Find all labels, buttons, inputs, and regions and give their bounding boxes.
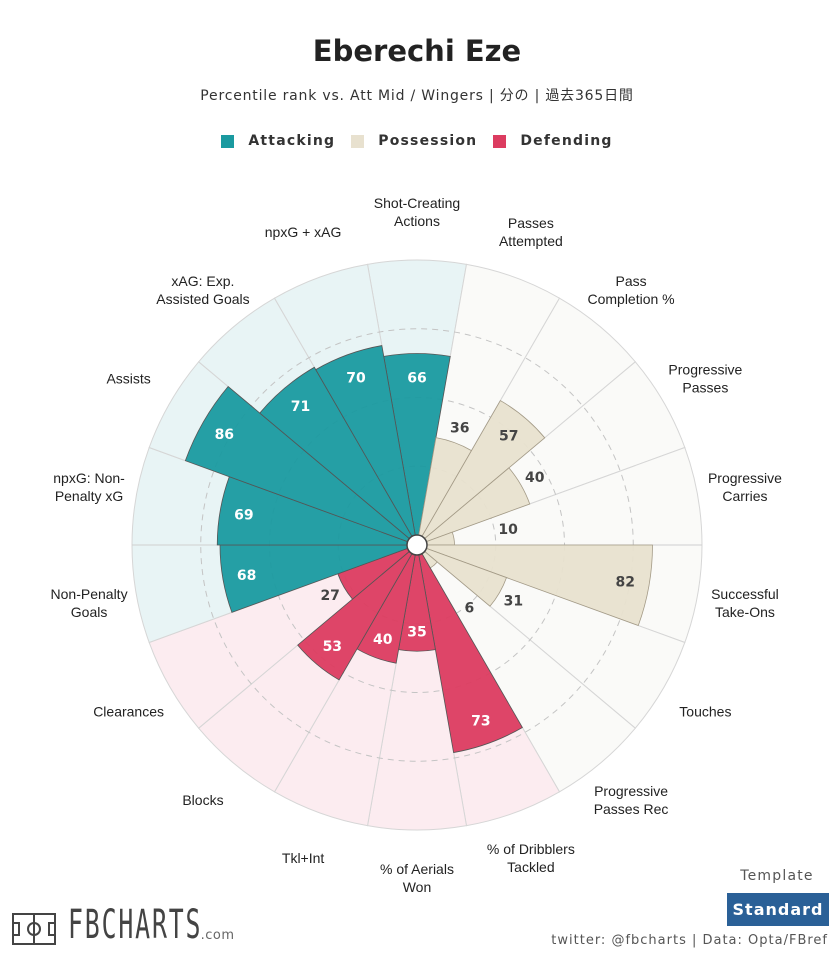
center-hub <box>406 534 428 556</box>
legend-item-defending: Defending <box>493 133 612 149</box>
category-label-line: Carries <box>722 488 767 504</box>
chart-title: Eberechi Eze <box>312 34 522 68</box>
value-label-2: 57 <box>499 429 518 445</box>
value-label-3: 40 <box>525 470 545 486</box>
category-label-line: Actions <box>394 213 440 229</box>
legend-swatch-attacking <box>221 134 235 148</box>
category-label-line: Clearances <box>93 704 164 720</box>
category-label-0: Shot-Creating Actions <box>374 195 460 229</box>
category-label-line: % of Aerials <box>380 861 454 877</box>
category-label-6: Touches <box>679 704 731 720</box>
category-label-8: % of Dribblers Tackled <box>487 841 575 875</box>
category-label-4: Progressive Carries <box>708 470 782 504</box>
category-label-line: Attempted <box>499 233 563 249</box>
chart-subtitle: Percentile rank vs. Att Mid / Wingers | … <box>200 88 634 104</box>
category-label-7: Progressive Passes Rec <box>594 783 669 817</box>
category-label-line: Progressive <box>594 783 668 799</box>
value-label-12: 27 <box>320 588 339 604</box>
pitch-icon <box>12 913 56 945</box>
category-label-line: Take-Ons <box>715 604 775 620</box>
value-label-1: 36 <box>450 421 469 437</box>
category-label-line: Progressive <box>708 470 782 486</box>
value-label-8: 73 <box>471 713 490 729</box>
category-label-16: xAG: Exp. Assisted Goals <box>156 273 249 307</box>
value-label-6: 31 <box>504 594 523 610</box>
category-label-line: Penalty xG <box>55 488 123 504</box>
legend-item-possession: Possession <box>351 133 477 149</box>
value-label-11: 53 <box>323 639 342 655</box>
value-label-5: 82 <box>616 575 635 591</box>
category-label-line: Assisted Goals <box>156 291 249 307</box>
category-label-3: Progressive Passes <box>668 362 742 396</box>
category-label-line: Non-Penalty <box>51 586 128 602</box>
category-label-line: xAG: Exp. <box>171 273 234 289</box>
value-label-15: 86 <box>215 427 234 443</box>
category-label-17: npxG + xAG <box>265 224 342 240</box>
category-label-line: Assists <box>106 371 150 387</box>
value-label-10: 40 <box>373 632 393 648</box>
category-label-2: Pass Completion % <box>587 273 674 307</box>
category-label-line: Shot-Creating <box>374 195 460 211</box>
value-label-14: 69 <box>234 507 253 523</box>
category-label-line: npxG: Non- <box>53 470 125 486</box>
logo-text: FBCHARTS <box>68 902 203 948</box>
value-label-17: 70 <box>346 370 366 386</box>
legend: Attacking Possession Defending <box>0 133 834 149</box>
category-label-line: Tackled <box>507 859 554 875</box>
category-label-9: % of Aerials Won <box>380 861 454 895</box>
value-label-0: 66 <box>407 371 426 387</box>
value-label-16: 71 <box>291 399 310 415</box>
category-label-1: Passes Attempted <box>499 215 563 249</box>
value-label-4: 10 <box>498 522 518 538</box>
template-label: Template <box>740 868 814 884</box>
category-label-11: Blocks <box>182 792 223 808</box>
category-label-line: Successful <box>711 586 779 602</box>
value-label-7: 6 <box>465 600 475 616</box>
category-label-13: Non-Penalty Goals <box>51 586 128 620</box>
category-label-line: Passes <box>508 215 554 231</box>
category-label-15: Assists <box>106 371 150 387</box>
data-credit: twitter: @fbcharts | Data: Opta/FBref <box>551 933 828 948</box>
category-label-5: Successful Take-Ons <box>711 586 779 620</box>
category-label-line: Blocks <box>182 792 223 808</box>
category-label-line: Tkl+Int <box>282 850 325 866</box>
legend-label-defending: Defending <box>520 133 613 149</box>
logo-suffix: .com <box>200 928 235 943</box>
legend-swatch-defending <box>493 134 507 148</box>
category-label-line: Won <box>403 879 432 895</box>
category-label-line: Progressive <box>668 362 742 378</box>
category-label-line: Goals <box>71 604 108 620</box>
legend-label-possession: Possession <box>378 133 478 149</box>
category-label-line: Pass <box>615 273 646 289</box>
category-label-line: npxG + xAG <box>265 224 342 240</box>
category-label-line: Passes <box>682 380 728 396</box>
category-label-10: Tkl+Int <box>282 850 325 866</box>
template-standard-button[interactable]: Standard <box>727 893 829 926</box>
category-label-line: % of Dribblers <box>487 841 575 857</box>
category-label-line: Passes Rec <box>594 801 669 817</box>
legend-swatch-possession <box>351 134 365 148</box>
category-label-line: Completion % <box>587 291 674 307</box>
fbcharts-logo: FBCHARTS .com <box>12 905 235 945</box>
value-label-13: 68 <box>237 568 256 584</box>
legend-item-attacking: Attacking <box>221 133 335 149</box>
category-label-line: Touches <box>679 704 731 720</box>
value-label-9: 35 <box>407 624 426 640</box>
category-label-12: Clearances <box>93 704 164 720</box>
legend-label-attacking: Attacking <box>248 133 336 149</box>
category-label-14: npxG: Non- Penalty xG <box>53 470 125 504</box>
